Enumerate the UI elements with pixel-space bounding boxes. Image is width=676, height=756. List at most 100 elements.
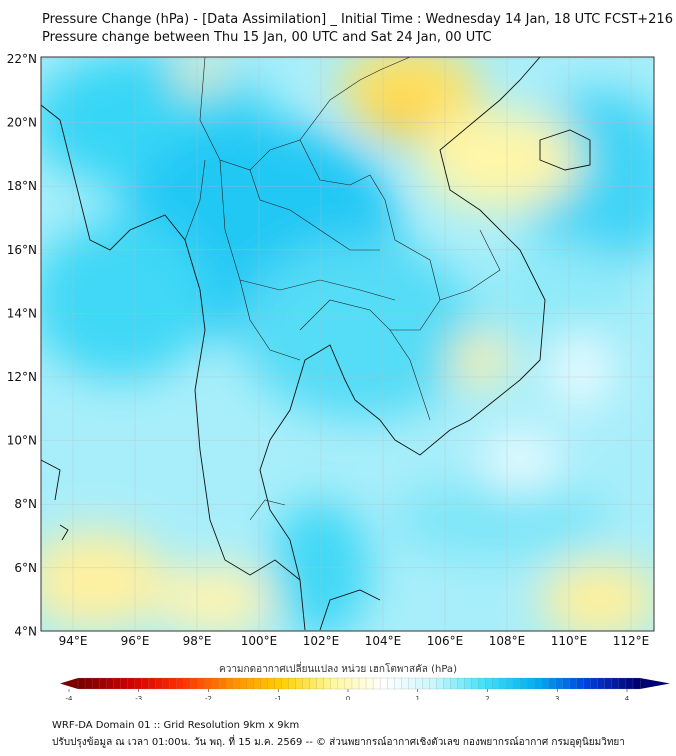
- colorbar-segment: [77, 677, 86, 690]
- chart-subtitle: Pressure change between Thu 15 Jan, 00 U…: [42, 30, 492, 45]
- colorbar-segment: [344, 677, 353, 690]
- lat-label: 12°N: [7, 370, 37, 384]
- lat-label: 16°N: [7, 243, 37, 257]
- colorbar-segment: [84, 677, 93, 690]
- lon-label: 102°E: [303, 634, 340, 648]
- colorbar-segment: [253, 677, 262, 690]
- colorbar-segment: [485, 677, 494, 690]
- colorbar-segment: [295, 677, 304, 690]
- colorbar-segment: [232, 677, 241, 690]
- borders: [184, 57, 501, 521]
- lon-label: 104°E: [365, 634, 402, 648]
- lat-label: 10°N: [7, 434, 37, 448]
- colorbar-segment: [323, 677, 332, 690]
- colorbar-segment: [127, 677, 135, 690]
- colorbar-segment: [176, 677, 184, 690]
- colorbar-segment: [260, 677, 269, 690]
- colorbar-segment: [604, 677, 613, 690]
- colorbar-segment: [590, 677, 599, 690]
- colorbar-segment: [155, 677, 163, 690]
- colorbar-segment: [576, 677, 585, 690]
- colorbar-segment: [316, 677, 325, 690]
- colorbar-segment: [597, 677, 606, 690]
- colorbar-segment: [478, 677, 487, 690]
- lat-label: 4°N: [14, 624, 37, 638]
- colorbar-segment: [274, 677, 283, 690]
- colorbar-segment: [337, 677, 346, 690]
- colorbar-segment: [267, 677, 276, 690]
- lon-label: 112°E: [613, 634, 650, 648]
- colorbar-segment: [365, 677, 374, 690]
- colorbar-tick-label: 4: [625, 695, 630, 700]
- colorbar-segment: [330, 677, 339, 690]
- colorbar-segment: [218, 677, 227, 690]
- colorbar-segment: [401, 677, 409, 690]
- colorbar-segment: [499, 677, 508, 690]
- colorbar-segment: [288, 677, 297, 690]
- colorbar-segment: [408, 677, 416, 690]
- colorbar-segment: [134, 677, 142, 690]
- colorbar-segment: [239, 677, 248, 690]
- colorbar-tick-label: 0: [346, 695, 350, 700]
- colorbar-segment: [169, 677, 177, 690]
- colorbar-segment: [583, 677, 592, 690]
- lon-label: 108°E: [489, 634, 526, 648]
- chart-title: Pressure Change (hPa) - [Data Assimilati…: [42, 12, 673, 27]
- colorbar-segment: [120, 677, 128, 690]
- colorbar-segment: [534, 677, 543, 690]
- colorbar-tick-label: 1: [416, 695, 420, 700]
- colorbar-segment: [246, 677, 255, 690]
- colorbar-segment: [190, 677, 199, 690]
- colorbar-min-arrow: [60, 678, 78, 689]
- lon-label: 100°E: [241, 634, 278, 648]
- colorbar-tick-label: -2: [205, 695, 212, 700]
- colorbar-segment: [91, 677, 100, 690]
- colorbar-segment: [162, 677, 170, 690]
- lon-label: 96°E: [121, 634, 150, 648]
- lon-label: 94°E: [59, 634, 88, 648]
- colorbar-tick-label: -3: [135, 695, 142, 700]
- colorbar-segment: [281, 677, 290, 690]
- colorbar-segment: [492, 677, 501, 690]
- graticule: [41, 57, 654, 631]
- lat-label: 20°N: [7, 116, 37, 130]
- lat-label: 8°N: [14, 497, 37, 511]
- colorbar-segment: [148, 677, 156, 690]
- colorbar-segment: [387, 677, 395, 690]
- colorbar-segment: [415, 677, 423, 690]
- colorbar-segment: [422, 677, 430, 690]
- colorbar-segment: [98, 677, 107, 690]
- lat-label: 6°N: [14, 561, 37, 575]
- lat-label: 18°N: [7, 179, 37, 193]
- colorbar-segment: [471, 677, 480, 690]
- colorbar-segment: [548, 677, 557, 690]
- colorbar: -4 -3 -2 -1 0 1 2 3 4: [60, 677, 670, 700]
- colorbar-segment: [618, 677, 627, 690]
- footer-model-info: WRF-DA Domain 01 :: Grid Resolution 9km …: [52, 720, 300, 731]
- colorbar-segment: [302, 677, 311, 690]
- map-frame: [40, 56, 655, 632]
- colorbar-segment: [513, 677, 522, 690]
- coastlines: [41, 57, 591, 631]
- colorbar-segment: [625, 677, 634, 690]
- lon-label: 110°E: [551, 634, 588, 648]
- lat-label: 14°N: [7, 306, 37, 320]
- lat-label: 22°N: [7, 52, 37, 66]
- colorbar-tick-label: -4: [66, 695, 74, 700]
- colorbar-title: ความกดอากาศเปลี่ยนแปลง หน่วย เฮกโตพาสคัล…: [219, 664, 457, 675]
- colorbar-segment: [443, 677, 451, 690]
- colorbar-segment: [105, 677, 114, 690]
- colorbar-segment: [611, 677, 620, 690]
- footer-update-info: ปรับปรุงข้อมูล ณ เวลา 01:00น. วัน พฤ. ที…: [52, 737, 625, 748]
- colorbar-segment: [464, 677, 473, 690]
- colorbar-segment: [372, 677, 381, 690]
- colorbar-segment: [351, 677, 360, 690]
- colorbar-segment: [183, 677, 192, 690]
- colorbar-segment: [450, 677, 458, 690]
- colorbar-segment: [506, 677, 515, 690]
- colorbar-segment: [555, 677, 564, 690]
- colorbar-segment: [394, 677, 402, 690]
- colorbar-max-arrow: [640, 678, 670, 689]
- colorbar-segment: [379, 677, 388, 690]
- colorbar-segment: [358, 677, 367, 690]
